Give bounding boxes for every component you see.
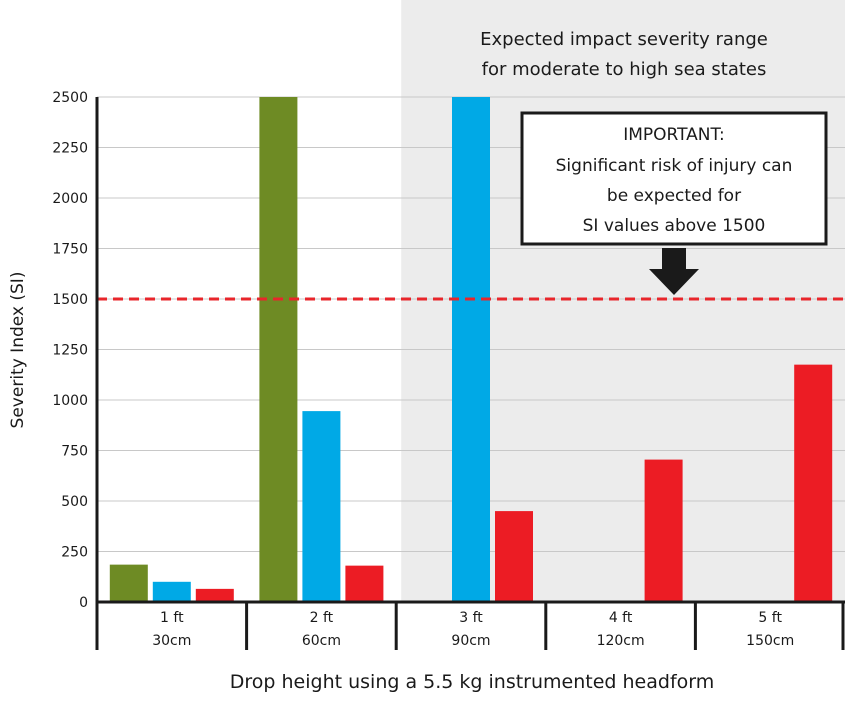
y-tick-label: 250 — [61, 545, 88, 561]
y-axis-label: Severity Index (SI) — [8, 272, 28, 429]
x-tick-label-ft: 1 ft — [160, 610, 184, 626]
bar — [794, 364, 833, 602]
y-tick-label: 1500 — [52, 292, 88, 308]
x-tick-label-cm: 30cm — [152, 633, 191, 649]
x-axis-label: Drop height using a 5.5 kg instrumented … — [230, 671, 715, 693]
callout-line4: SI values above 1500 — [583, 216, 766, 236]
y-tick-label: 2500 — [52, 90, 88, 106]
bars — [109, 97, 833, 602]
x-tick-label-cm: 90cm — [451, 633, 490, 649]
bar — [195, 588, 234, 602]
x-tick-labels: 1 ft 30cm 2 ft 60cm 3 ft 90cm 4 ft 120cm 5 ft 150… — [152, 610, 794, 649]
y-tick-label: 750 — [61, 444, 88, 460]
y-tick-label: 500 — [61, 494, 88, 510]
y-tick-label: 0 — [79, 595, 88, 611]
x-tick-label-ft: 2 ft — [310, 610, 334, 626]
x-tick-label-cm: 120cm — [597, 633, 645, 649]
bar — [109, 564, 148, 602]
x-tick-label-ft: 3 ft — [459, 610, 483, 626]
callout-box — [520, 111, 828, 246]
bar — [452, 97, 490, 602]
x-tick-label-ft: 5 ft — [758, 610, 782, 626]
callout-line2: Significant risk of injury can — [556, 156, 793, 176]
y-tick-label: 1000 — [52, 393, 88, 409]
important-callout: IMPORTANT: Significant risk of injury ca… — [520, 111, 828, 295]
shaded-region-label-line1: Expected impact severity range — [480, 29, 768, 50]
down-arrow-icon — [649, 248, 699, 295]
bar — [345, 565, 384, 602]
y-tick-label: 2250 — [52, 141, 88, 157]
shaded-region-label-line2: for moderate to high sea states — [482, 59, 767, 80]
bar — [495, 511, 533, 602]
callout-line1: IMPORTANT: — [623, 125, 725, 145]
callout-line3: be expected for — [607, 186, 741, 206]
y-tick-label: 2000 — [52, 191, 88, 207]
bar — [259, 97, 298, 602]
y-tick-label: 1250 — [52, 343, 88, 359]
y-tick-label: 1750 — [52, 242, 88, 258]
axes — [95, 97, 845, 650]
x-tick-label-cm: 60cm — [302, 633, 341, 649]
x-tick-label-ft: 4 ft — [609, 610, 633, 626]
y-tick-labels: 0 250 500 750 1000 1250 1500 1750 2000 2250 2500 — [52, 90, 88, 611]
bar — [302, 411, 341, 602]
bar — [152, 581, 191, 602]
bar — [644, 459, 683, 602]
x-tick-label-cm: 150cm — [746, 633, 794, 649]
